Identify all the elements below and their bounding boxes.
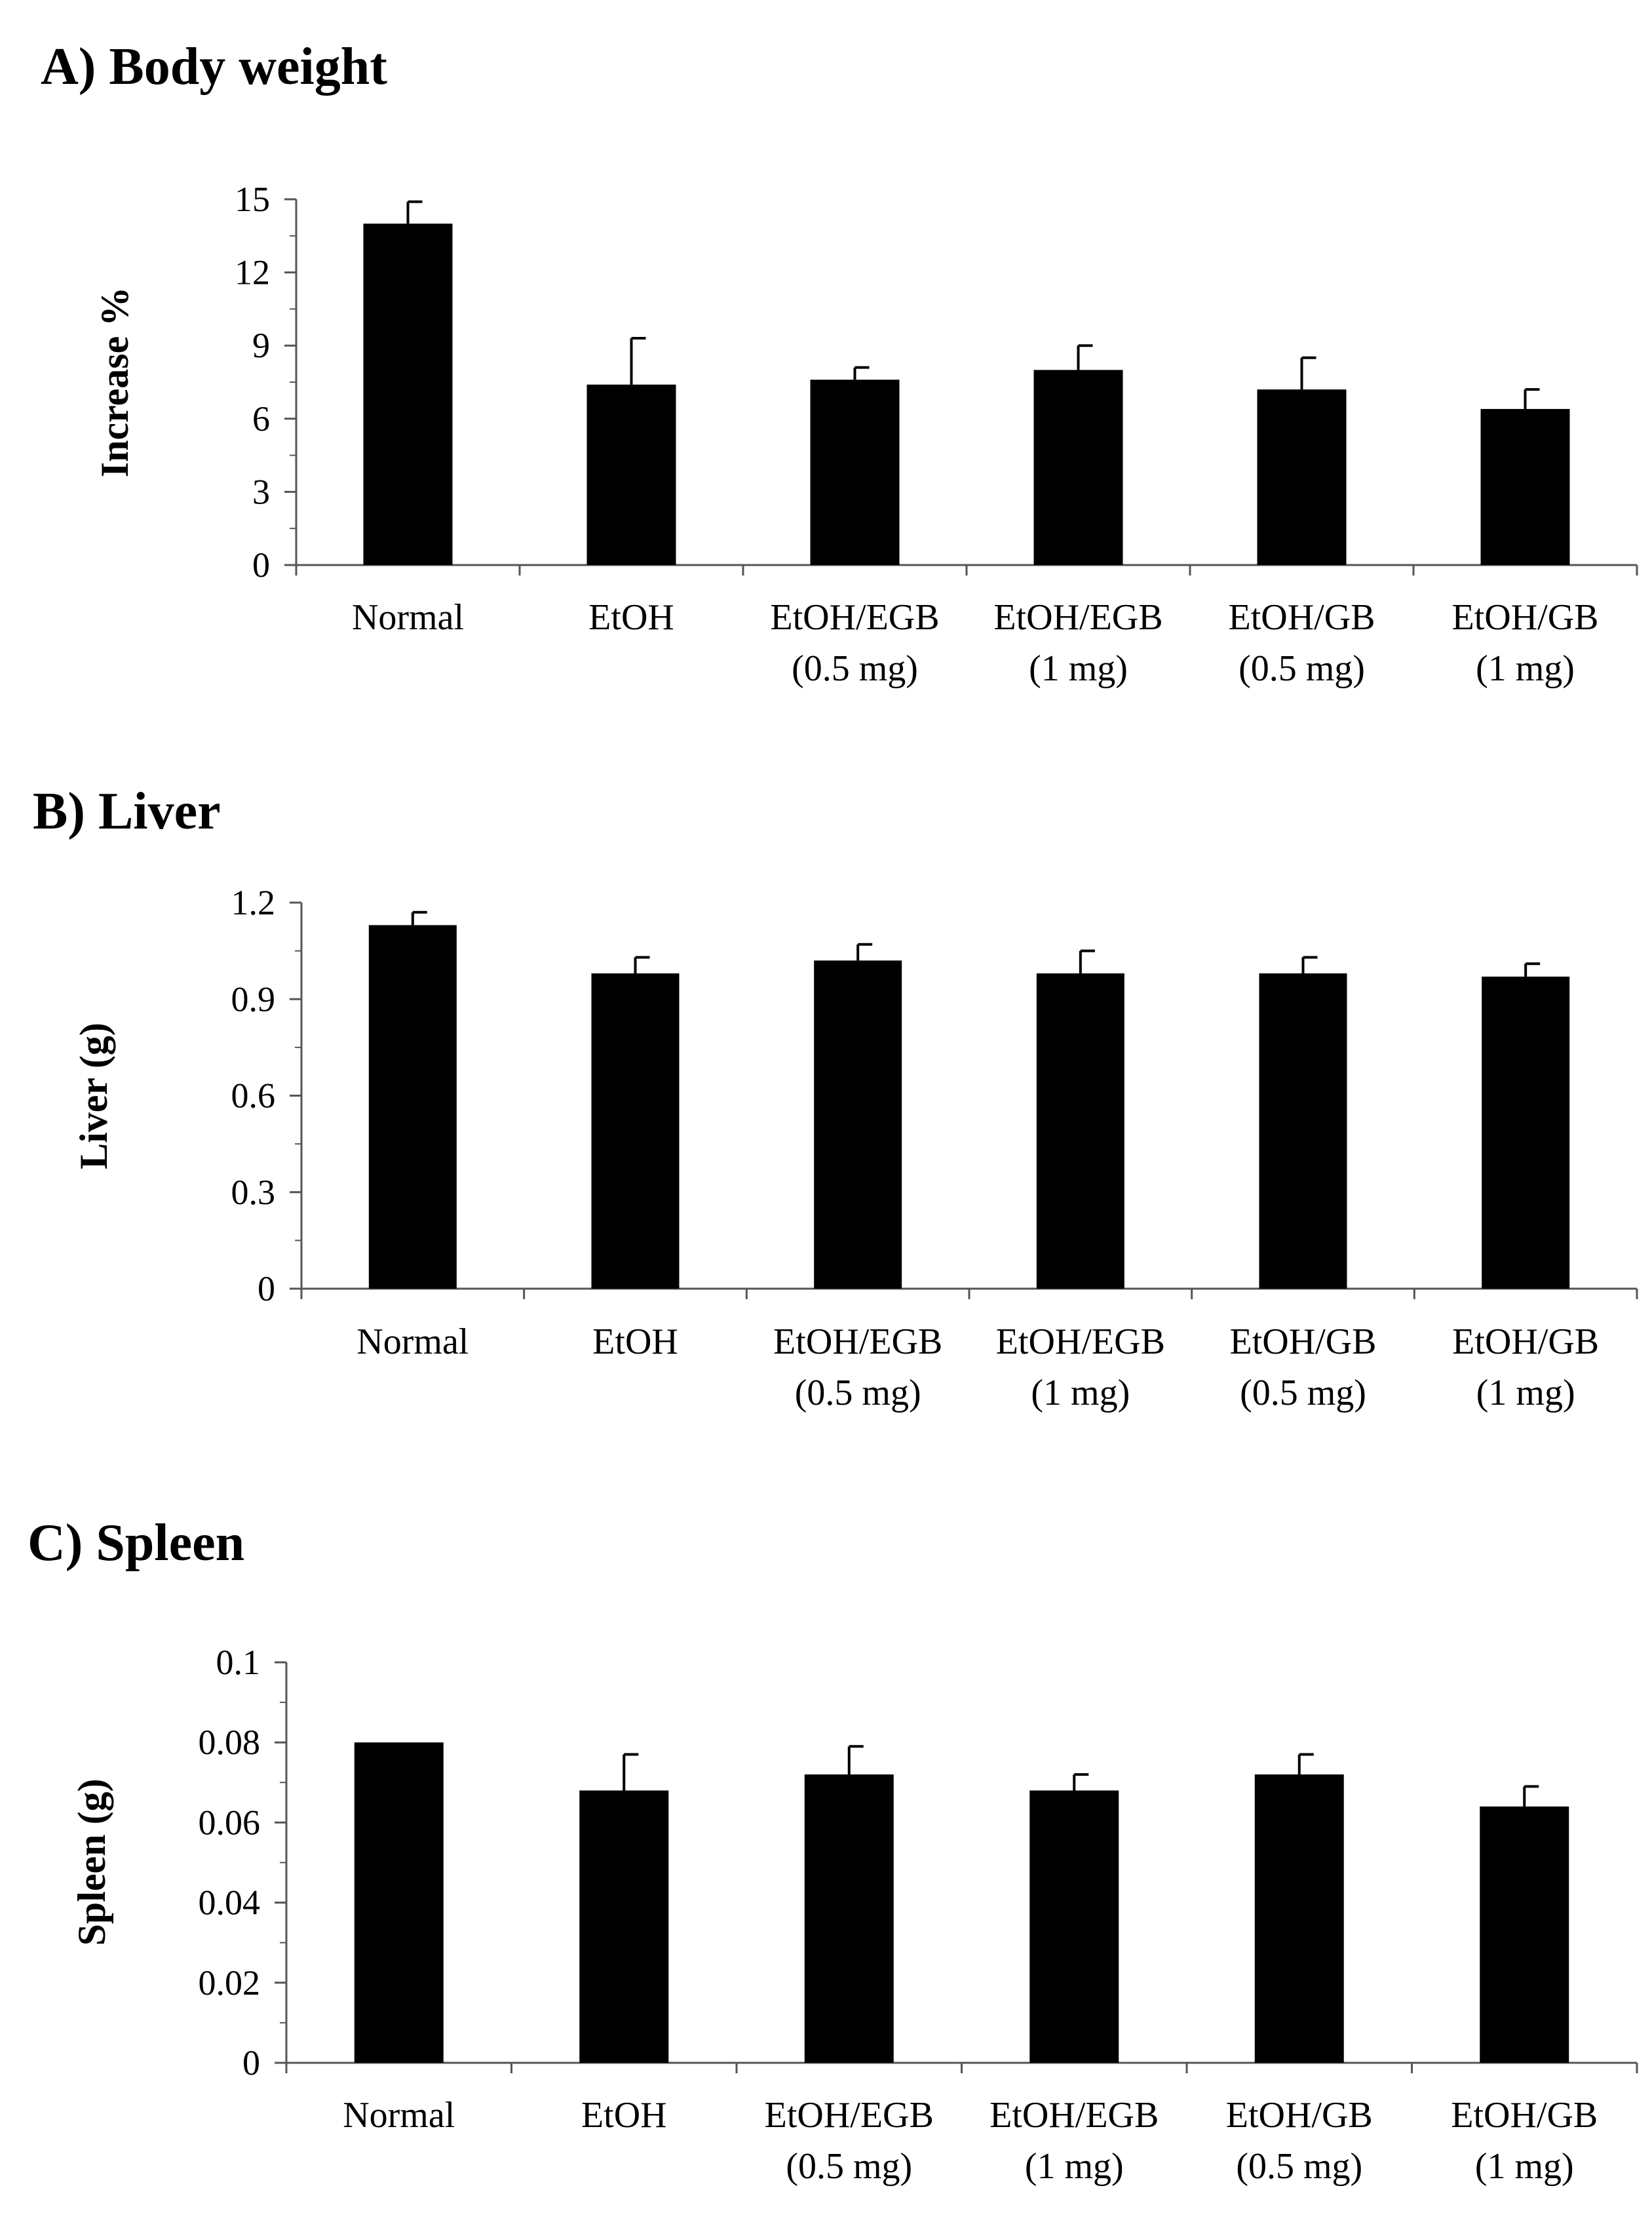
x-category-label: EtOH/EGB: [773, 1321, 942, 1362]
y-tick-label: 0: [242, 2043, 260, 2082]
y-axis-title: Liver (g): [72, 1023, 115, 1169]
x-category-label: EtOH/GB: [1229, 597, 1375, 638]
x-category-label: EtOH: [592, 1321, 678, 1362]
y-tick-label: 0.08: [199, 1723, 261, 1762]
x-category-label: EtOH/GB: [1226, 2095, 1373, 2136]
x-category-label: (0.5 mg): [795, 1373, 921, 1413]
y-tick-label: 0.04: [199, 1883, 261, 1923]
bar: [1259, 973, 1347, 1289]
x-category-label: (1 mg): [1476, 648, 1575, 689]
x-category-label: (0.5 mg): [786, 2146, 912, 2187]
chart-title: C) Spleen: [28, 1514, 244, 1572]
y-tick-label: 0.3: [231, 1173, 276, 1212]
panel-liver: B) Liver Liver (g) 0 0.3 0.6 0.9 1.2 Normal EtOH…: [33, 783, 1638, 1413]
bar: [804, 1774, 894, 2063]
x-category-label: EtOH/GB: [1452, 597, 1599, 638]
panel-spleen: C) Spleen Spleen (g) 0 0.02 0.04 0.06 0.08 0.1 N…: [28, 1514, 1638, 2187]
y-tick-label: 15: [235, 180, 270, 219]
bar: [1257, 389, 1347, 565]
x-category-label: EtOH/EGB: [765, 2095, 934, 2136]
bar: [363, 224, 453, 565]
x-category-label: EtOH/EGB: [770, 597, 939, 638]
bar: [1480, 408, 1570, 565]
y-tick-label: 0.06: [199, 1803, 261, 1842]
x-category-label: (1 mg): [1475, 2146, 1574, 2187]
y-tick-label: 0.1: [216, 1643, 261, 1682]
y-axis-title: Spleen (g): [70, 1779, 113, 1946]
x-category-label: (0.5 mg): [1240, 1373, 1366, 1413]
y-tick-label: 6: [252, 399, 270, 439]
bar: [814, 960, 902, 1289]
bar: [586, 384, 676, 565]
x-category-label: (1 mg): [1476, 1373, 1575, 1413]
x-category-label: EtOH: [581, 2095, 667, 2136]
x-category-label: EtOH/GB: [1451, 2095, 1598, 2136]
x-category-label: EtOH/GB: [1452, 1321, 1599, 1362]
x-category-label: Normal: [352, 597, 464, 638]
y-tick-label: 1.2: [231, 883, 276, 922]
bar: [1480, 1806, 1569, 2063]
x-category-label: EtOH/EGB: [989, 2095, 1159, 2136]
y-tick-label: 0: [252, 545, 270, 585]
x-category-label: (0.5 mg): [792, 648, 918, 689]
x-category-label: (0.5 mg): [1236, 2146, 1362, 2187]
y-tick-label: 0.9: [231, 979, 276, 1019]
chart-title: B) Liver: [33, 783, 221, 840]
x-category-label: (1 mg): [1029, 648, 1128, 689]
panel-body-weight: A) Body weight Increase % 0 3 6 9 12 15 Normal Et…: [41, 38, 1638, 689]
x-category-label: EtOH/EGB: [996, 1321, 1165, 1362]
x-category-label: Normal: [343, 2095, 455, 2136]
bar: [579, 1790, 669, 2063]
x-category-label: EtOH/GB: [1230, 1321, 1377, 1362]
bar: [354, 1742, 444, 2063]
x-category-label: (1 mg): [1025, 2146, 1124, 2187]
y-tick-label: 9: [252, 326, 270, 365]
y-tick-label: 0.02: [199, 1963, 261, 2003]
bar: [810, 380, 900, 565]
y-tick-label: 0: [258, 1269, 275, 1308]
y-tick-label: 3: [252, 472, 270, 511]
bar: [1036, 973, 1124, 1289]
x-category-label: (0.5 mg): [1239, 648, 1365, 689]
x-category-label: EtOH/EGB: [993, 597, 1162, 638]
x-category-label: EtOH: [588, 597, 674, 638]
bar: [368, 925, 457, 1289]
y-axis-title: Increase %: [93, 287, 136, 478]
bar: [1029, 1790, 1119, 2063]
x-category-label: Normal: [356, 1321, 469, 1362]
bar: [1254, 1774, 1344, 2063]
y-tick-label: 12: [235, 253, 270, 292]
chart-title: A) Body weight: [41, 38, 387, 96]
bar: [1033, 370, 1123, 565]
x-category-label: (1 mg): [1031, 1373, 1130, 1413]
bar: [1482, 976, 1570, 1289]
bar: [591, 973, 680, 1289]
y-tick-label: 0.6: [231, 1076, 276, 1116]
